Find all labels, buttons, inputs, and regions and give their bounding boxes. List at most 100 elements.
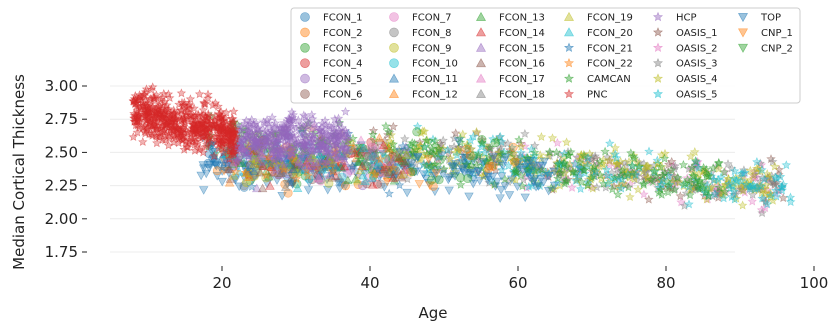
data-point — [323, 185, 333, 195]
legend-label: FCON_12 — [412, 90, 458, 101]
legend-label: OASIS_2 — [676, 43, 718, 54]
data-point — [601, 164, 612, 174]
data-point — [508, 142, 518, 152]
y-tick-label: 3.00 — [45, 77, 78, 95]
data-point — [672, 172, 683, 182]
data-point — [425, 181, 435, 190]
data-point — [388, 139, 398, 149]
data-point — [551, 147, 562, 157]
data-point — [234, 182, 244, 192]
data-point — [402, 188, 412, 198]
data-point — [469, 151, 479, 161]
data-point — [419, 126, 430, 136]
data-point — [412, 121, 423, 131]
data-point — [196, 171, 206, 181]
data-point — [620, 171, 630, 181]
data-point — [529, 161, 539, 171]
data-point — [514, 134, 524, 144]
legend-label: HCP — [676, 13, 697, 24]
data-point — [575, 184, 586, 194]
data-point — [544, 147, 555, 157]
legend-label: OASIS_4 — [676, 74, 718, 85]
x-tick-label: 60 — [508, 274, 527, 292]
data-point — [607, 173, 617, 183]
data-point — [490, 138, 500, 148]
data-point — [283, 188, 293, 198]
x-tick-label: 100 — [800, 274, 829, 292]
data-point — [418, 170, 429, 179]
data-point — [201, 169, 211, 179]
data-point — [663, 187, 673, 197]
legend-label: FCON_21 — [587, 43, 633, 54]
data-point — [676, 197, 686, 207]
data-point — [228, 106, 239, 116]
data-point — [586, 172, 597, 182]
data-point — [690, 156, 701, 166]
data-point — [625, 192, 635, 202]
data-point — [666, 165, 677, 175]
data-point — [576, 177, 587, 187]
data-point — [490, 182, 501, 191]
data-point — [523, 169, 533, 178]
data-point — [516, 147, 526, 157]
data-point — [520, 193, 530, 203]
data-point — [669, 163, 680, 173]
data-point — [536, 175, 546, 184]
data-point — [498, 161, 508, 171]
data-point — [455, 179, 466, 189]
data-point — [726, 192, 737, 202]
data-point — [785, 192, 796, 202]
data-point — [454, 146, 464, 156]
data-point — [468, 156, 479, 166]
data-point — [423, 155, 434, 164]
data-point — [424, 139, 434, 148]
data-point — [496, 172, 507, 181]
legend-label: FCON_9 — [412, 43, 451, 54]
legend-label: FCON_1 — [323, 13, 362, 24]
legend-marker — [389, 12, 399, 22]
data-point — [460, 160, 471, 170]
data-point — [384, 188, 394, 198]
data-point — [477, 137, 487, 147]
data-point — [728, 189, 739, 199]
data-point — [249, 166, 259, 175]
data-point — [500, 182, 510, 191]
data-point — [549, 167, 559, 177]
data-point — [616, 170, 626, 180]
data-point — [217, 177, 227, 187]
data-point — [453, 137, 464, 146]
legend: FCON_1 FCON_2 FCON_3 FCON_4 FCON_5 FCON_6 FCON… — [290, 7, 801, 104]
data-point — [356, 135, 366, 144]
data-point — [675, 191, 686, 201]
data-point — [369, 135, 379, 145]
data-point — [657, 170, 668, 180]
data-point — [497, 165, 507, 175]
data-point — [669, 185, 680, 195]
data-point — [515, 163, 525, 173]
data-point — [678, 180, 689, 190]
data-point — [659, 153, 670, 163]
data-point — [488, 161, 498, 171]
x-tick-label: 40 — [360, 274, 379, 292]
data-point — [361, 145, 371, 155]
data-point — [512, 160, 523, 170]
data-point — [353, 157, 364, 167]
data-point — [480, 169, 490, 179]
data-point — [198, 161, 208, 170]
data-point — [444, 186, 454, 196]
legend-label: OASIS_3 — [676, 59, 718, 70]
data-point — [492, 135, 502, 145]
data-point — [522, 159, 532, 168]
data-point — [468, 131, 479, 141]
data-point — [644, 146, 654, 156]
data-point — [629, 153, 640, 163]
data-point — [590, 151, 600, 161]
data-point — [475, 176, 485, 186]
data-point — [460, 154, 470, 163]
data-point — [501, 153, 511, 163]
data-point — [471, 126, 482, 136]
data-point — [701, 186, 711, 196]
data-point — [559, 148, 570, 158]
data-point — [507, 175, 517, 185]
